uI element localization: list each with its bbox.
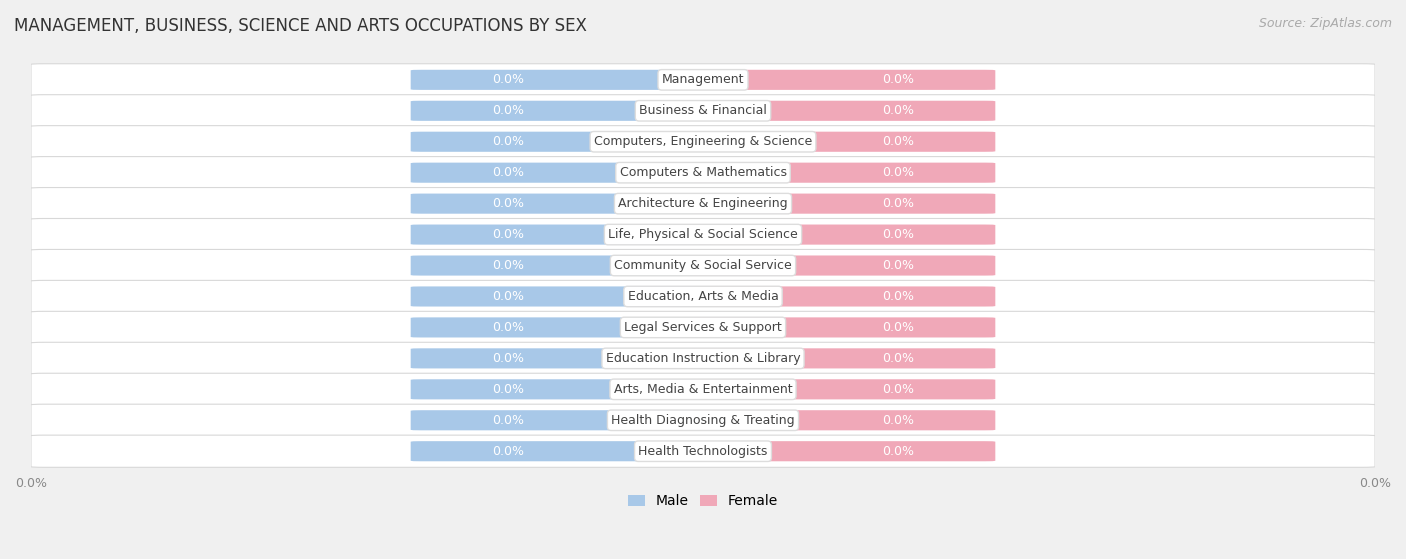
FancyBboxPatch shape — [693, 132, 995, 152]
Text: 0.0%: 0.0% — [492, 414, 524, 427]
Text: 0.0%: 0.0% — [492, 321, 524, 334]
Text: 0.0%: 0.0% — [882, 259, 914, 272]
FancyBboxPatch shape — [411, 318, 713, 338]
Text: 0.0%: 0.0% — [882, 445, 914, 458]
FancyBboxPatch shape — [31, 311, 1375, 344]
Text: Community & Social Service: Community & Social Service — [614, 259, 792, 272]
Text: 0.0%: 0.0% — [882, 166, 914, 179]
FancyBboxPatch shape — [411, 348, 713, 368]
Text: 0.0%: 0.0% — [492, 228, 524, 241]
FancyBboxPatch shape — [31, 373, 1375, 405]
Text: 0.0%: 0.0% — [492, 445, 524, 458]
FancyBboxPatch shape — [411, 255, 713, 276]
FancyBboxPatch shape — [411, 286, 713, 306]
Text: Architecture & Engineering: Architecture & Engineering — [619, 197, 787, 210]
Text: Computers, Engineering & Science: Computers, Engineering & Science — [593, 135, 813, 148]
FancyBboxPatch shape — [31, 64, 1375, 96]
FancyBboxPatch shape — [411, 193, 713, 214]
Text: 0.0%: 0.0% — [882, 321, 914, 334]
FancyBboxPatch shape — [693, 70, 995, 90]
Text: Legal Services & Support: Legal Services & Support — [624, 321, 782, 334]
Text: 0.0%: 0.0% — [882, 105, 914, 117]
FancyBboxPatch shape — [31, 94, 1375, 127]
Text: 0.0%: 0.0% — [492, 135, 524, 148]
FancyBboxPatch shape — [411, 132, 713, 152]
Text: Management: Management — [662, 73, 744, 86]
FancyBboxPatch shape — [693, 193, 995, 214]
FancyBboxPatch shape — [693, 225, 995, 245]
FancyBboxPatch shape — [693, 410, 995, 430]
Text: 0.0%: 0.0% — [882, 352, 914, 365]
Text: Arts, Media & Entertainment: Arts, Media & Entertainment — [613, 383, 793, 396]
FancyBboxPatch shape — [411, 101, 713, 121]
Text: 0.0%: 0.0% — [882, 290, 914, 303]
FancyBboxPatch shape — [693, 348, 995, 368]
FancyBboxPatch shape — [693, 101, 995, 121]
Text: Education, Arts & Media: Education, Arts & Media — [627, 290, 779, 303]
Text: Computers & Mathematics: Computers & Mathematics — [620, 166, 786, 179]
Text: 0.0%: 0.0% — [492, 105, 524, 117]
FancyBboxPatch shape — [31, 281, 1375, 312]
FancyBboxPatch shape — [693, 163, 995, 183]
FancyBboxPatch shape — [693, 286, 995, 306]
Text: 0.0%: 0.0% — [492, 73, 524, 86]
FancyBboxPatch shape — [411, 70, 713, 90]
Text: MANAGEMENT, BUSINESS, SCIENCE AND ARTS OCCUPATIONS BY SEX: MANAGEMENT, BUSINESS, SCIENCE AND ARTS O… — [14, 17, 586, 35]
Text: Source: ZipAtlas.com: Source: ZipAtlas.com — [1258, 17, 1392, 30]
Text: 0.0%: 0.0% — [492, 352, 524, 365]
Legend: Male, Female: Male, Female — [623, 489, 783, 514]
Text: Business & Financial: Business & Financial — [640, 105, 766, 117]
Text: 0.0%: 0.0% — [882, 383, 914, 396]
FancyBboxPatch shape — [31, 219, 1375, 250]
Text: 0.0%: 0.0% — [882, 228, 914, 241]
FancyBboxPatch shape — [31, 404, 1375, 437]
Text: Life, Physical & Social Science: Life, Physical & Social Science — [609, 228, 797, 241]
Text: 0.0%: 0.0% — [492, 197, 524, 210]
Text: 0.0%: 0.0% — [492, 259, 524, 272]
Text: Health Technologists: Health Technologists — [638, 445, 768, 458]
FancyBboxPatch shape — [411, 163, 713, 183]
FancyBboxPatch shape — [31, 157, 1375, 189]
Text: Health Diagnosing & Treating: Health Diagnosing & Treating — [612, 414, 794, 427]
FancyBboxPatch shape — [693, 318, 995, 338]
FancyBboxPatch shape — [693, 379, 995, 399]
FancyBboxPatch shape — [693, 255, 995, 276]
Text: Education Instruction & Library: Education Instruction & Library — [606, 352, 800, 365]
Text: 0.0%: 0.0% — [882, 135, 914, 148]
FancyBboxPatch shape — [411, 225, 713, 245]
FancyBboxPatch shape — [411, 410, 713, 430]
FancyBboxPatch shape — [411, 441, 713, 461]
FancyBboxPatch shape — [31, 342, 1375, 375]
Text: 0.0%: 0.0% — [882, 73, 914, 86]
Text: 0.0%: 0.0% — [492, 166, 524, 179]
FancyBboxPatch shape — [31, 126, 1375, 158]
FancyBboxPatch shape — [31, 435, 1375, 467]
FancyBboxPatch shape — [693, 441, 995, 461]
FancyBboxPatch shape — [31, 249, 1375, 282]
Text: 0.0%: 0.0% — [492, 383, 524, 396]
Text: 0.0%: 0.0% — [492, 290, 524, 303]
Text: 0.0%: 0.0% — [882, 197, 914, 210]
FancyBboxPatch shape — [411, 379, 713, 399]
Text: 0.0%: 0.0% — [882, 414, 914, 427]
FancyBboxPatch shape — [31, 187, 1375, 220]
